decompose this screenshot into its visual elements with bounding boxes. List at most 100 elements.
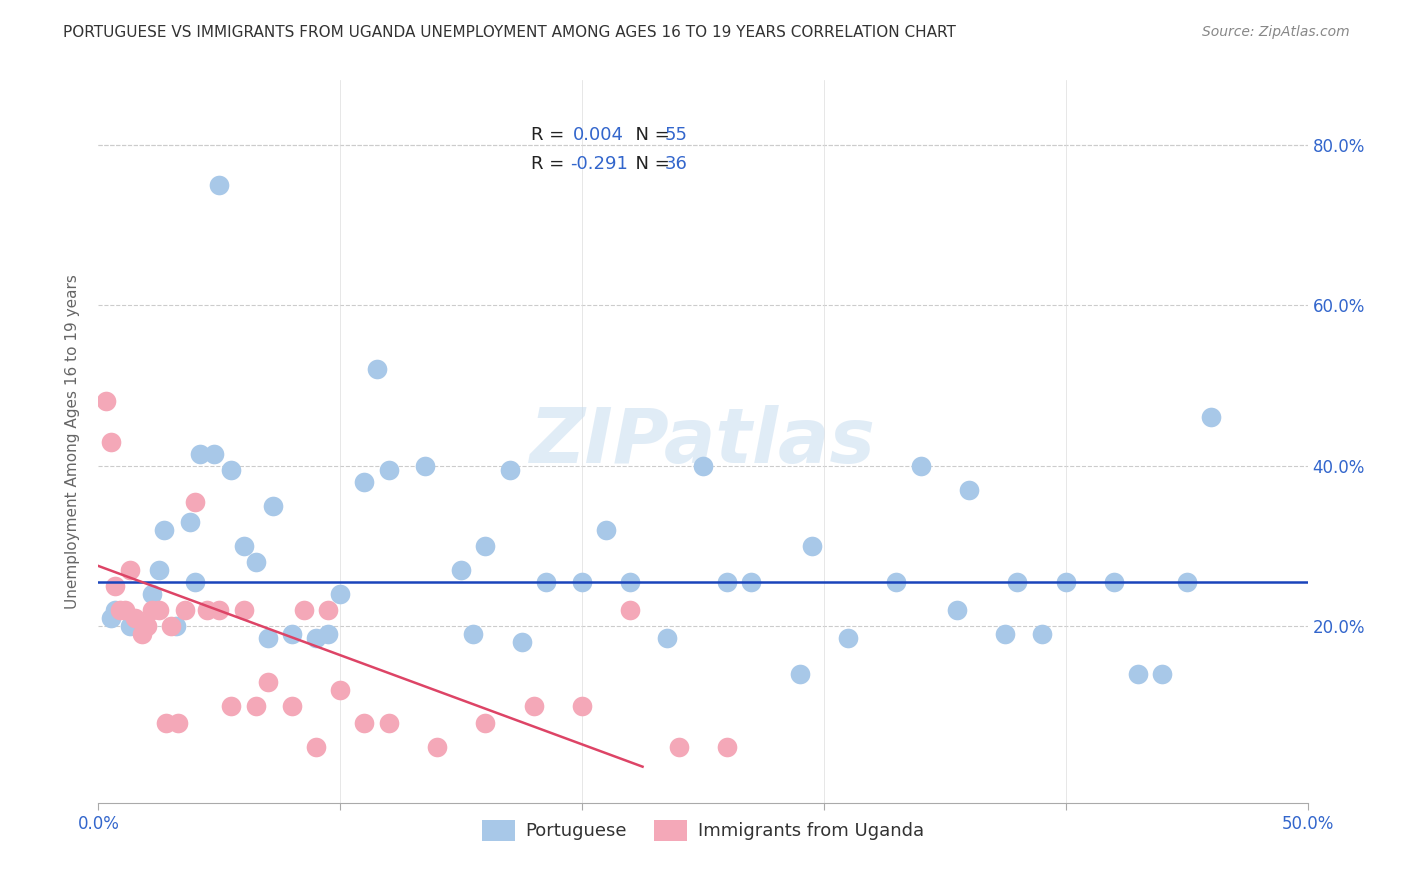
Point	[957, 483, 980, 497]
Point	[1007, 574, 1029, 589]
Point	[124, 611, 146, 625]
Point	[155, 715, 177, 730]
Point	[1031, 627, 1053, 641]
Point	[184, 494, 207, 508]
Point	[160, 619, 183, 633]
Text: 55: 55	[664, 126, 688, 145]
Text: PORTUGUESE VS IMMIGRANTS FROM UGANDA UNEMPLOYMENT AMONG AGES 16 TO 19 YEARS CORR: PORTUGUESE VS IMMIGRANTS FROM UGANDA UNE…	[63, 25, 956, 40]
Point	[353, 715, 375, 730]
Point	[1152, 667, 1174, 681]
Point	[619, 574, 641, 589]
Text: ZIPatlas: ZIPatlas	[530, 405, 876, 478]
Point	[195, 603, 218, 617]
Point	[100, 611, 122, 625]
Point	[668, 739, 690, 754]
Point	[377, 462, 399, 476]
Point	[135, 619, 157, 633]
Point	[377, 715, 399, 730]
Point	[305, 632, 328, 646]
Point	[329, 683, 352, 698]
Point	[534, 574, 557, 589]
Point	[131, 627, 153, 641]
Point	[716, 574, 738, 589]
Point	[256, 632, 278, 646]
Point	[910, 458, 932, 473]
Y-axis label: Unemployment Among Ages 16 to 19 years: Unemployment Among Ages 16 to 19 years	[65, 274, 80, 609]
Point	[256, 675, 278, 690]
Point	[571, 699, 593, 714]
Point	[716, 739, 738, 754]
Point	[167, 715, 190, 730]
Point	[114, 603, 136, 617]
Point	[232, 539, 254, 553]
Point	[595, 523, 617, 537]
Point	[305, 739, 328, 754]
Point	[94, 394, 117, 409]
Point	[221, 699, 243, 714]
Text: R =: R =	[531, 155, 571, 173]
Point	[281, 699, 304, 714]
Point	[329, 587, 352, 601]
Point	[946, 603, 969, 617]
Point	[450, 563, 472, 577]
Text: N =: N =	[624, 155, 676, 173]
Text: 36: 36	[664, 155, 688, 173]
Point	[994, 627, 1017, 641]
Text: N =: N =	[624, 126, 676, 145]
Point	[104, 603, 127, 617]
Point	[148, 563, 170, 577]
Point	[1054, 574, 1077, 589]
Point	[316, 603, 339, 617]
Point	[174, 603, 197, 617]
Point	[221, 462, 243, 476]
Point	[413, 458, 436, 473]
Point	[141, 587, 163, 601]
Point	[118, 619, 141, 633]
Point	[740, 574, 762, 589]
Point	[245, 699, 267, 714]
Point	[104, 579, 127, 593]
Point	[262, 499, 284, 513]
Point	[232, 603, 254, 617]
Point	[316, 627, 339, 641]
Point	[837, 632, 859, 646]
Point	[498, 462, 520, 476]
Point	[141, 603, 163, 617]
Point	[655, 632, 678, 646]
Point	[179, 515, 201, 529]
Point	[366, 362, 388, 376]
Point	[245, 555, 267, 569]
Point	[426, 739, 449, 754]
Point	[204, 446, 226, 460]
Point	[208, 603, 231, 617]
Legend: Portuguese, Immigrants from Uganda: Portuguese, Immigrants from Uganda	[475, 813, 931, 848]
Point	[281, 627, 304, 641]
Point	[510, 635, 533, 649]
Point	[1102, 574, 1125, 589]
Point	[208, 178, 231, 192]
Point	[571, 574, 593, 589]
Point	[292, 603, 315, 617]
Point	[474, 539, 496, 553]
Point	[184, 574, 207, 589]
Point	[523, 699, 546, 714]
Point	[152, 523, 174, 537]
Text: R =: R =	[531, 126, 571, 145]
Point	[1128, 667, 1150, 681]
Point	[1175, 574, 1198, 589]
Point	[148, 603, 170, 617]
Point	[131, 623, 153, 637]
Point	[800, 539, 823, 553]
Point	[886, 574, 908, 589]
Point	[692, 458, 714, 473]
Point	[1199, 410, 1222, 425]
Point	[165, 619, 187, 633]
Point	[108, 603, 131, 617]
Point	[118, 563, 141, 577]
Point	[474, 715, 496, 730]
Point	[789, 667, 811, 681]
Point	[100, 434, 122, 449]
Text: -0.291: -0.291	[569, 155, 628, 173]
Text: Source: ZipAtlas.com: Source: ZipAtlas.com	[1202, 25, 1350, 39]
Point	[463, 627, 485, 641]
